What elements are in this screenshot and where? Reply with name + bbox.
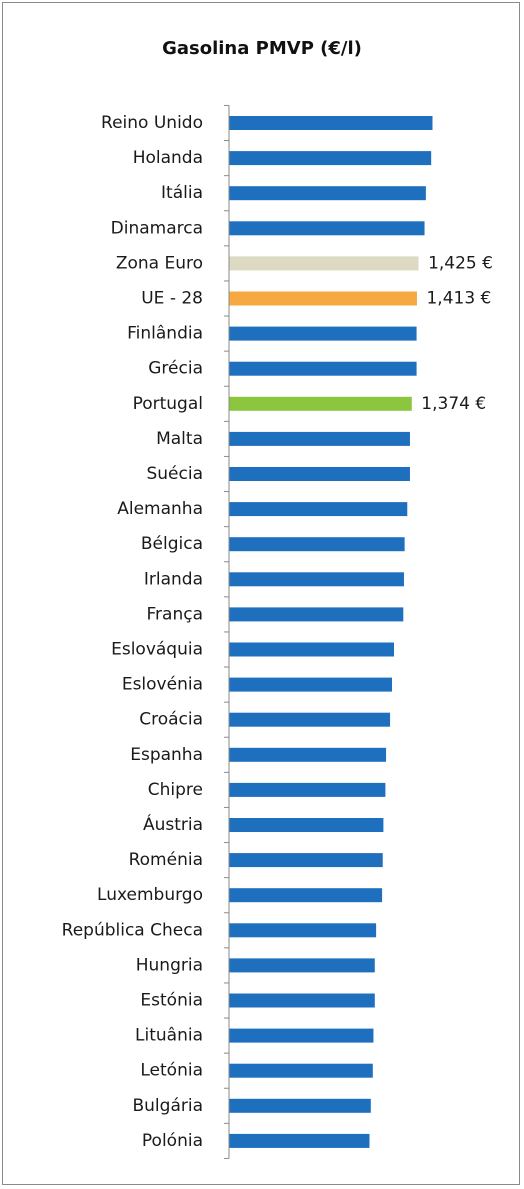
category-label: Grécia (148, 359, 203, 379)
category-label: República Checa (62, 920, 203, 940)
bar-eslov-nia (229, 677, 393, 692)
category-label: Hungria (136, 955, 203, 975)
category-label: Lituânia (135, 1026, 203, 1046)
bar-holanda (229, 151, 432, 166)
bar-rom-nia (229, 853, 383, 868)
bar-fran-a (229, 607, 404, 622)
bar-bulg-ria (229, 1098, 371, 1113)
category-label: Bulgária (133, 1096, 204, 1116)
category-label: Polónia (142, 1131, 203, 1151)
bar-alemanha (229, 502, 408, 517)
category-label: Itália (161, 183, 203, 203)
bar-let-nia (229, 1063, 373, 1078)
bar-su-cia (229, 467, 410, 481)
category-label: Zona Euro (116, 253, 203, 273)
category-label: Bélgica (141, 534, 203, 554)
category-label: França (147, 604, 204, 624)
bar-est-nia (229, 993, 375, 1008)
bar-pol-nia (229, 1133, 370, 1148)
category-label: Malta (156, 429, 203, 449)
bar-gr-cia (229, 361, 417, 376)
category-label: Croácia (139, 710, 203, 730)
data-label: 1,413 € (426, 289, 491, 309)
category-label: UE - 28 (141, 289, 203, 309)
data-label: 1,374 € (421, 394, 486, 414)
bar-it-lia (229, 186, 426, 201)
category-label: Chipre (148, 780, 203, 800)
bar-espanha (229, 747, 387, 762)
category-label: Espanha (130, 745, 203, 765)
category-label: Dinamarca (111, 218, 203, 238)
bar-zona-euro (229, 256, 419, 271)
chart-title: Gasolina PMVP (€/l) (162, 38, 362, 59)
category-label: Eslováquia (111, 640, 203, 660)
bar-eslov-quia (229, 642, 395, 657)
category-label: Alemanha (117, 499, 203, 519)
bar-irlanda (229, 572, 404, 587)
bar-chipre (229, 782, 386, 797)
category-label: Suécia (146, 464, 203, 484)
bar-ue-28 (229, 291, 417, 306)
category-label: Áustria (143, 813, 203, 835)
category-label: Luxemburgo (97, 885, 203, 905)
category-label: Letónia (140, 1061, 203, 1081)
bar-litu-nia (229, 1028, 374, 1043)
category-label: Holanda (133, 148, 203, 168)
bar--ustria (229, 818, 384, 832)
bar-luxemburgo (229, 888, 383, 903)
data-label: 1,425 € (428, 253, 493, 273)
bar-portugal (229, 396, 412, 411)
bar-malta (229, 431, 410, 446)
category-label: Roménia (129, 850, 203, 870)
category-label: Finlândia (127, 324, 203, 344)
bar-rep-blica-checa (229, 923, 377, 938)
bar-cro-cia (229, 712, 391, 727)
category-label: Portugal (133, 394, 203, 414)
category-label: Reino Unido (101, 113, 203, 133)
category-label: Irlanda (144, 569, 203, 589)
category-label: Eslovénia (122, 675, 203, 695)
bar-finl-ndia (229, 326, 417, 341)
bar-b-lgica (229, 537, 405, 552)
bar-dinamarca (229, 221, 425, 236)
bar-reino-unido (229, 116, 433, 130)
bar-hungria (229, 958, 375, 973)
category-label: Estónia (140, 991, 203, 1011)
